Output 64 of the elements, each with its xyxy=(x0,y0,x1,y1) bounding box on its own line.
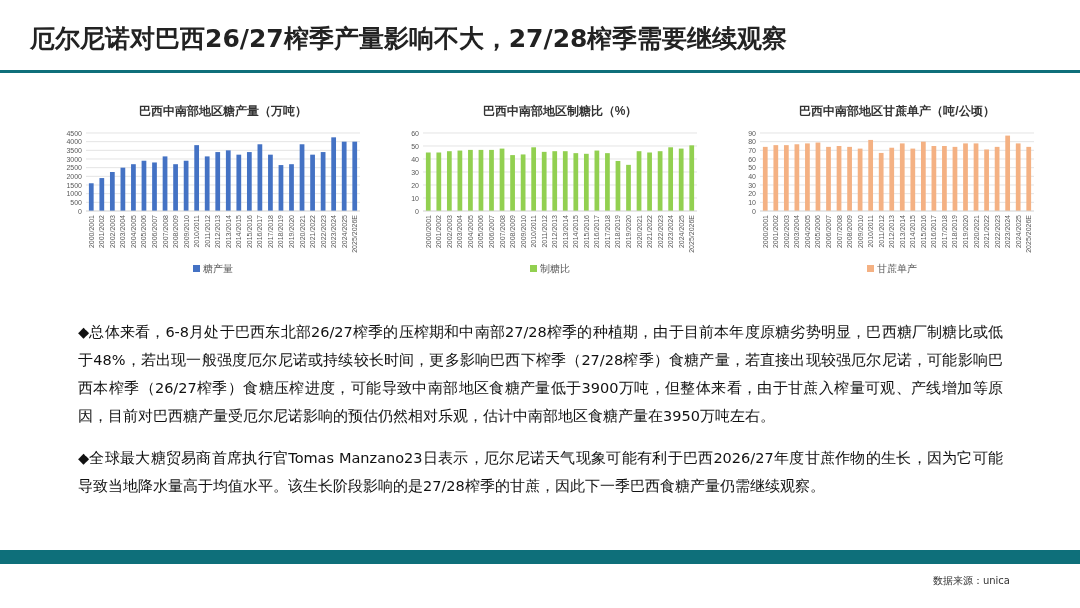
bar xyxy=(583,153,589,211)
chart-title: 巴西中南部地区糖产量（万吨） xyxy=(139,104,307,118)
bar xyxy=(1015,143,1021,211)
bar xyxy=(689,145,695,211)
bar xyxy=(920,141,926,211)
bar xyxy=(899,143,905,211)
bar xyxy=(678,148,684,211)
chart-title: 巴西中南部地区制糖比（%） xyxy=(482,104,638,118)
text: ◆全球最大糖贸易商首席执行官Tomas Manzano23日表示，厄尔尼诺天气现象可能有利于巴西2026/27年度甘蔗作物的生长，因为它可能导致当地降水量高于均值水平。该生长阶段影响的是27/28榨季的甘蔗，因此下一季巴西食糖产量仍需继续观察。 xyxy=(78,449,1003,496)
bar xyxy=(352,141,358,211)
bar xyxy=(562,151,568,211)
bar xyxy=(984,149,989,211)
bar xyxy=(1026,146,1032,211)
bar xyxy=(109,172,115,211)
bar xyxy=(1005,135,1011,211)
bar xyxy=(762,146,768,211)
source-note: 数据来源：unica xyxy=(932,574,1010,588)
text: 厄尔尼诺对巴西26/27榨季产量影响不大，27/28榨季需要继续观察 xyxy=(30,23,788,55)
bar xyxy=(910,148,916,211)
bar xyxy=(826,146,831,211)
bar xyxy=(510,155,515,211)
bar xyxy=(436,152,442,211)
bar xyxy=(942,146,947,211)
bar xyxy=(152,162,157,211)
bar xyxy=(647,152,652,211)
bar xyxy=(889,147,895,211)
bar xyxy=(668,147,674,211)
bar xyxy=(446,151,452,211)
bar xyxy=(773,145,779,211)
bar xyxy=(268,154,273,211)
bar xyxy=(868,139,874,211)
legend-label: 甘蔗单产 xyxy=(877,263,917,274)
legend-label: 糖产量 xyxy=(203,263,233,274)
legend-label: 制糖比 xyxy=(540,263,570,274)
bar xyxy=(88,183,94,211)
bar xyxy=(425,152,431,211)
bar xyxy=(783,145,789,211)
bar xyxy=(963,143,968,211)
bar xyxy=(246,152,252,211)
bar xyxy=(310,154,315,211)
bar xyxy=(605,153,610,211)
bar xyxy=(215,152,221,211)
bar xyxy=(805,143,810,211)
bar xyxy=(847,146,852,211)
bar xyxy=(225,150,231,211)
text: ◆总体来看，6-8月处于巴西东北部26/27榨季的压榨期和中南部27/28榨季的种植期，由于目前本年度原糖劣势明显，巴西糖厂制糖比或低于48%，若出现一般强度厄尔尼诺或持续较长时间，更多影响巴西下榨季（27/28榨季）食糖产量，若直接出现较强厄尔尼诺，可能影响巴西本榨季（26/27榨季）食糖压榨进度，可能导致中南部地区食糖产量低于3900万吨，但整体来看，由于甘蔗入榨量可观、产线增加等原因，目前对巴西糖产量受厄尔尼诺影响的预估仍然相对乐观，估计中南部地区食糖产量在3950万吨左右。 xyxy=(78,323,1003,426)
bar xyxy=(573,153,579,211)
bar xyxy=(131,164,136,211)
bar xyxy=(204,156,210,211)
chart-title: 巴西中南部地区甘蔗单产（吨/公顷） xyxy=(799,104,995,118)
bar xyxy=(878,152,884,211)
bar xyxy=(194,145,200,211)
bar xyxy=(541,151,547,211)
bar xyxy=(236,154,242,211)
bar xyxy=(331,137,337,211)
bar xyxy=(489,149,494,211)
bar xyxy=(626,164,631,211)
bar xyxy=(173,164,178,211)
bar xyxy=(289,164,294,211)
bar xyxy=(341,141,347,211)
bar xyxy=(552,151,558,211)
bar xyxy=(468,149,473,211)
bar xyxy=(531,147,537,211)
bar xyxy=(99,178,105,211)
